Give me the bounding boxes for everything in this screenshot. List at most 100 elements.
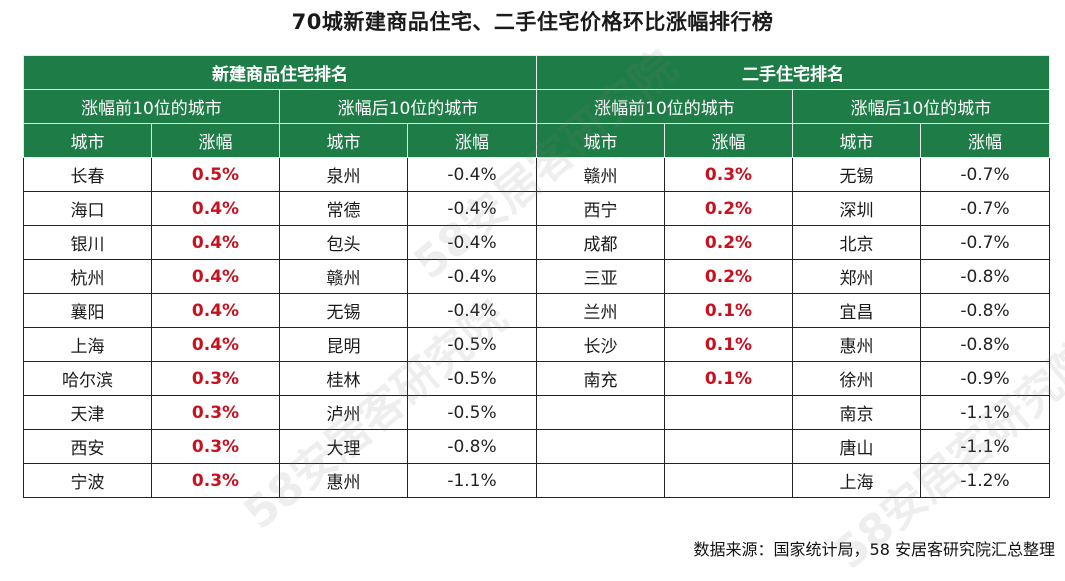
- section-header-new-homes: 新建商品住宅排名: [23, 55, 537, 90]
- change-cell: [664, 395, 793, 430]
- city-cell: 泉州: [279, 157, 408, 192]
- column-header-change: 涨幅: [151, 123, 280, 158]
- section-header-row: 新建商品住宅排名 二手住宅排名: [23, 55, 1050, 90]
- change-cell: -0.9%: [920, 361, 1050, 396]
- change-cell: -0.4%: [407, 225, 537, 260]
- city-cell: 大理: [279, 429, 408, 464]
- table-row: 杭州 0.4% 赣州 -0.4% 三亚 0.2% 郑州 -0.8%: [23, 259, 1050, 294]
- city-cell: 惠州: [792, 327, 921, 362]
- city-cell: 赣州: [536, 157, 665, 192]
- chart-title: 70城新建商品住宅、二手住宅价格环比涨幅排行榜: [291, 10, 774, 34]
- city-cell: 桂林: [279, 361, 408, 396]
- change-cell: [664, 463, 793, 498]
- change-cell: -0.7%: [920, 157, 1050, 192]
- table-row: 上海 0.4% 昆明 -0.5% 长沙 0.1% 惠州 -0.8%: [23, 327, 1050, 362]
- city-cell: 襄阳: [23, 293, 152, 328]
- column-header-change: 涨幅: [920, 123, 1050, 158]
- change-cell: -0.8%: [920, 259, 1050, 294]
- table-row: 哈尔滨 0.3% 桂林 -0.5% 南充 0.1% 徐州 -0.9%: [23, 361, 1050, 396]
- change-cell: -0.7%: [920, 191, 1050, 226]
- change-cell: -0.5%: [407, 395, 537, 430]
- city-cell: [536, 463, 665, 498]
- city-cell: 郑州: [792, 259, 921, 294]
- city-cell: 宁波: [23, 463, 152, 498]
- change-cell: 0.3%: [664, 157, 793, 192]
- change-cell: 0.4%: [151, 327, 280, 362]
- group-header-row: 涨幅前10位的城市 涨幅后10位的城市 涨幅前10位的城市 涨幅后10位的城市: [23, 89, 1050, 124]
- city-cell: 天津: [23, 395, 152, 430]
- change-cell: 0.3%: [151, 463, 280, 498]
- column-header-change: 涨幅: [407, 123, 537, 158]
- change-cell: -0.4%: [407, 157, 537, 192]
- group-header-new-bottom10: 涨幅后10位的城市: [279, 89, 537, 124]
- change-cell: 0.4%: [151, 259, 280, 294]
- change-cell: 0.2%: [664, 259, 793, 294]
- city-cell: 宜昌: [792, 293, 921, 328]
- change-cell: -0.4%: [407, 259, 537, 294]
- table-row: 天津 0.3% 泸州 -0.5% 南京 -1.1%: [23, 395, 1050, 430]
- table-row: 海口 0.4% 常德 -0.4% 西宁 0.2% 深圳 -0.7%: [23, 191, 1050, 226]
- city-cell: 赣州: [279, 259, 408, 294]
- column-header-city: 城市: [536, 123, 665, 158]
- change-cell: 0.1%: [664, 327, 793, 362]
- city-cell: 长沙: [536, 327, 665, 362]
- city-cell: 昆明: [279, 327, 408, 362]
- city-cell: 徐州: [792, 361, 921, 396]
- change-cell: -0.4%: [407, 293, 537, 328]
- city-cell: 海口: [23, 191, 152, 226]
- group-header-new-top10: 涨幅前10位的城市: [23, 89, 280, 124]
- table-row: 宁波 0.3% 惠州 -1.1% 上海 -1.2%: [23, 463, 1050, 498]
- change-cell: -0.8%: [920, 327, 1050, 362]
- city-cell: [536, 395, 665, 430]
- city-cell: 无锡: [279, 293, 408, 328]
- change-cell: 0.1%: [664, 293, 793, 328]
- city-cell: 泸州: [279, 395, 408, 430]
- city-cell: 上海: [792, 463, 921, 498]
- group-header-resale-top10: 涨幅前10位的城市: [536, 89, 793, 124]
- city-cell: 三亚: [536, 259, 665, 294]
- column-header-city: 城市: [279, 123, 408, 158]
- change-cell: -1.2%: [920, 463, 1050, 498]
- change-cell: 0.4%: [151, 293, 280, 328]
- city-cell: 银川: [23, 225, 152, 260]
- column-header-city: 城市: [23, 123, 152, 158]
- table-row: 银川 0.4% 包头 -0.4% 成都 0.2% 北京 -0.7%: [23, 225, 1050, 260]
- city-cell: 包头: [279, 225, 408, 260]
- city-cell: 北京: [792, 225, 921, 260]
- column-header-city: 城市: [792, 123, 921, 158]
- change-cell: -1.1%: [920, 429, 1050, 464]
- city-cell: 惠州: [279, 463, 408, 498]
- change-cell: -0.7%: [920, 225, 1050, 260]
- change-cell: -0.8%: [920, 293, 1050, 328]
- column-header-row: 城市 涨幅 城市 涨幅 城市 涨幅 城市 涨幅: [23, 123, 1050, 158]
- change-cell: -0.8%: [407, 429, 537, 464]
- change-cell: -1.1%: [920, 395, 1050, 430]
- change-cell: 0.3%: [151, 361, 280, 396]
- city-cell: 西安: [23, 429, 152, 464]
- change-cell: -0.5%: [407, 327, 537, 362]
- change-cell: 0.3%: [151, 429, 280, 464]
- group-header-resale-bottom10: 涨幅后10位的城市: [792, 89, 1050, 124]
- city-cell: 常德: [279, 191, 408, 226]
- change-cell: -0.5%: [407, 361, 537, 396]
- column-header-change: 涨幅: [664, 123, 793, 158]
- city-cell: 上海: [23, 327, 152, 362]
- data-source-note: 数据来源：国家统计局，58 安居客研究院汇总整理: [693, 540, 1055, 559]
- table-row: 长春 0.5% 泉州 -0.4% 赣州 0.3% 无锡 -0.7%: [23, 157, 1050, 192]
- city-cell: [536, 429, 665, 464]
- change-cell: [664, 429, 793, 464]
- city-cell: 哈尔滨: [23, 361, 152, 396]
- city-cell: 成都: [536, 225, 665, 260]
- city-cell: 无锡: [792, 157, 921, 192]
- change-cell: 0.3%: [151, 395, 280, 430]
- change-cell: 0.4%: [151, 225, 280, 260]
- ranking-table: 新建商品住宅排名 二手住宅排名 涨幅前10位的城市 涨幅后10位的城市 涨幅前1…: [23, 55, 1050, 498]
- city-cell: 南充: [536, 361, 665, 396]
- change-cell: 0.5%: [151, 157, 280, 192]
- change-cell: -1.1%: [407, 463, 537, 498]
- table-row: 西安 0.3% 大理 -0.8% 唐山 -1.1%: [23, 429, 1050, 464]
- table-row: 襄阳 0.4% 无锡 -0.4% 兰州 0.1% 宜昌 -0.8%: [23, 293, 1050, 328]
- city-cell: 杭州: [23, 259, 152, 294]
- city-cell: 西宁: [536, 191, 665, 226]
- section-header-resale-homes: 二手住宅排名: [536, 55, 1050, 90]
